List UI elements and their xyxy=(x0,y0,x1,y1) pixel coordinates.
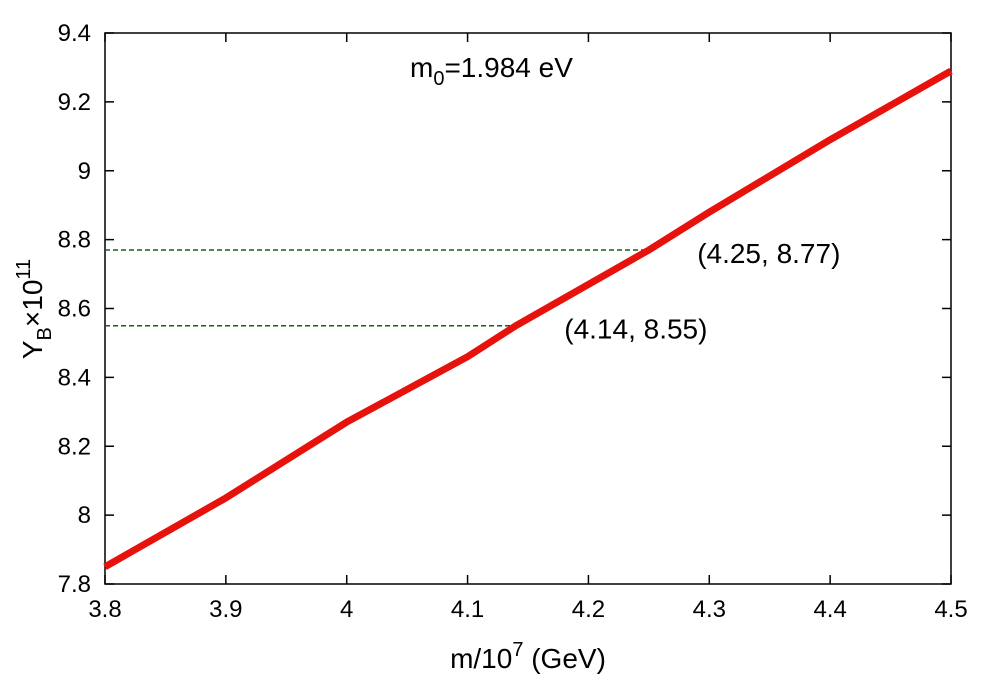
x-tick-label-3: 4.1 xyxy=(451,596,484,623)
x-tick-label-4: 4.2 xyxy=(572,596,605,623)
annotations: (4.25, 8.77) (4.14, 8.55) xyxy=(564,238,840,345)
y-tick-label-5: 8.8 xyxy=(58,227,91,254)
y-tick-label-3: 8.4 xyxy=(58,364,91,391)
x-tick-label-5: 4.3 xyxy=(693,596,726,623)
x-tick-label-0: 3.8 xyxy=(88,596,121,623)
y-tick-label-6: 9 xyxy=(78,158,91,185)
plot-frame xyxy=(104,32,952,585)
y-tick-label-0: 7.8 xyxy=(58,571,91,598)
point-annotation-1: (4.14, 8.55) xyxy=(564,314,707,345)
x-tick-label-1: 3.9 xyxy=(209,596,242,623)
series-line-0 xyxy=(103,67,953,570)
x-tick-label-7: 4.5 xyxy=(934,596,967,623)
reference-lines xyxy=(105,249,649,327)
x-tick-label-2: 4 xyxy=(340,596,353,623)
tick-labels: 3.8 3.9 4 4.1 4.2 4.3 4.4 4.5 7.8 8 8.2 8.4 8.6 8.8 9 9… xyxy=(58,20,968,623)
y-tick-label-2: 8.2 xyxy=(58,433,91,460)
y-axis-label: YB×1011 xyxy=(13,259,56,359)
point-annotation-0: (4.25, 8.77) xyxy=(697,238,840,269)
x-axis-label: m/107 (GeV) xyxy=(450,639,606,674)
y-tick-label-1: 8 xyxy=(78,502,91,529)
x-tick-label-6: 4.4 xyxy=(813,596,846,623)
axis-ticks xyxy=(104,32,952,585)
y-tick-label-8: 9.4 xyxy=(58,20,91,47)
mass-annotation: m0=1.984 eV xyxy=(410,52,573,90)
y-tick-label-7: 9.2 xyxy=(58,89,91,116)
series-layer xyxy=(103,67,953,570)
y-tick-label-4: 8.6 xyxy=(58,296,91,323)
